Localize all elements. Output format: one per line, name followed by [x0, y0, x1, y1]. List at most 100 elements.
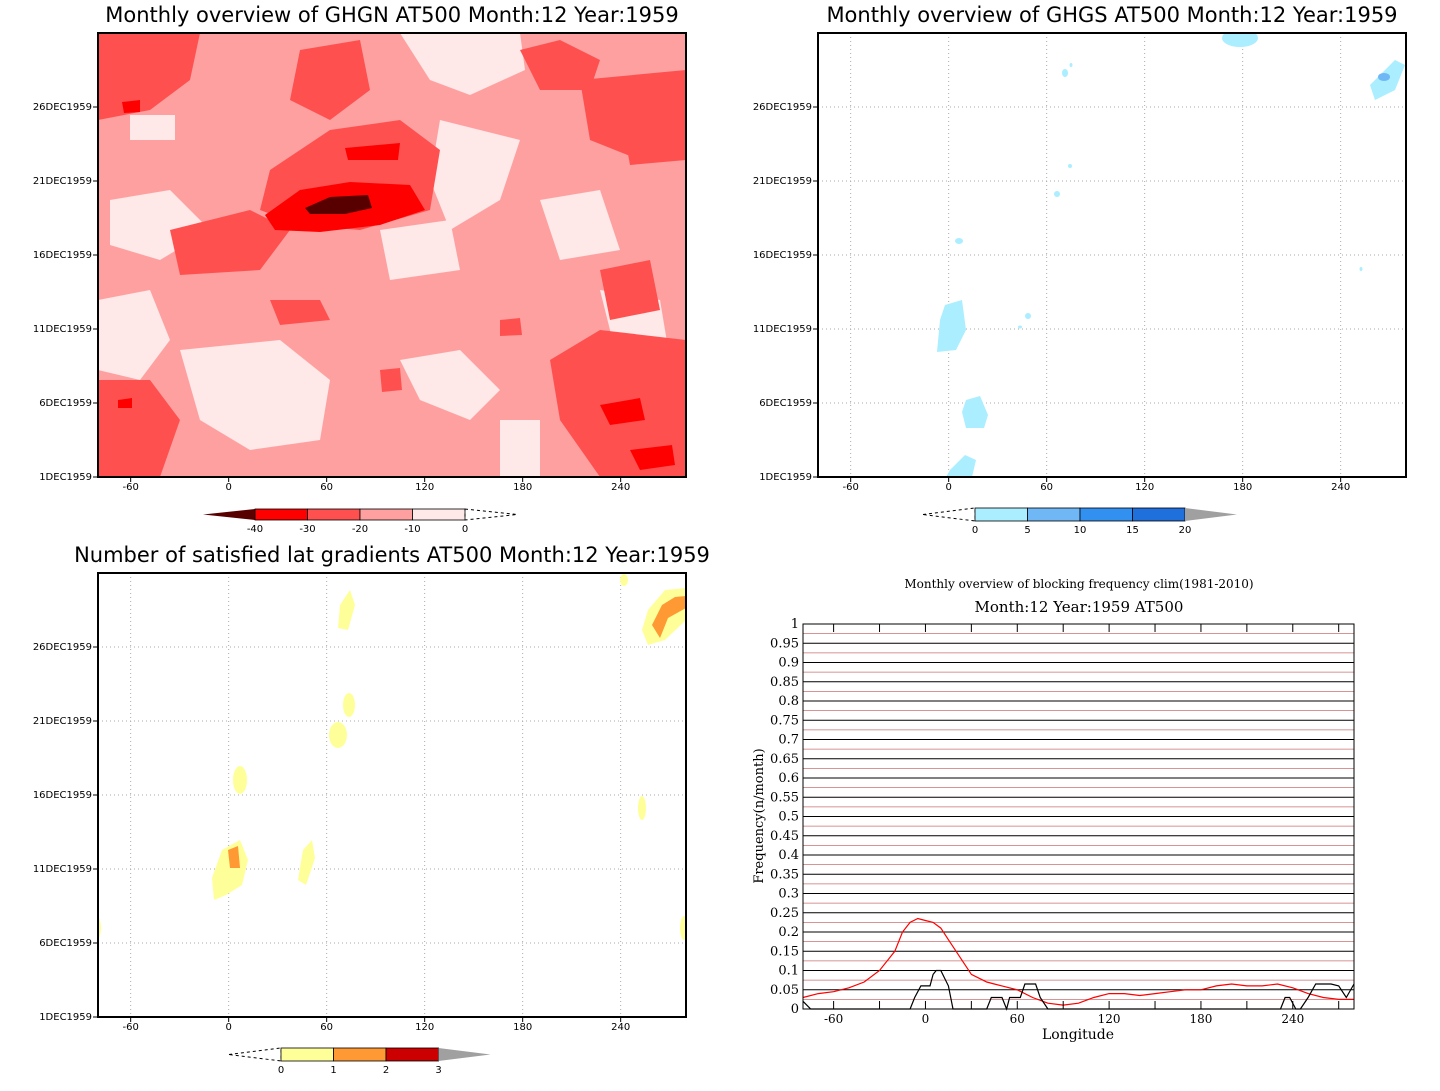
freq-climatology-line	[802, 917, 1354, 1006]
colorbar-segment	[1027, 507, 1081, 522]
freq-y-tick-label: 0.95	[770, 636, 799, 651]
ghgn-x-axis: -60 0 60 120 180 240	[122, 477, 630, 493]
freq-y-tick-label: 0.6	[778, 771, 799, 786]
panel-lat-gradients: Number of satisfied lat gradients AT500 …	[33, 543, 710, 1076]
lat-gradients-title: Number of satisfied lat gradients AT500 …	[74, 543, 710, 567]
ghgn-title: Monthly overview of GHGN AT500 Month:12 …	[105, 3, 678, 27]
y-tick-label: 16DEC1959	[33, 790, 92, 801]
freq-y-tick-label: 0.25	[770, 906, 799, 921]
colorbar-arrow-right	[438, 1048, 491, 1061]
x-tick-label: 180	[513, 482, 532, 493]
colorbar-label: 0	[972, 525, 978, 536]
freq-title: Monthly overview of blocking frequency c…	[904, 577, 1253, 591]
x-tick-label: 0	[225, 482, 231, 493]
freq-y-tick-label: 0.8	[778, 694, 799, 709]
x-tick-label: 60	[1040, 482, 1053, 493]
lat-gradients-colorbar: 0 1 2 3	[228, 1047, 491, 1076]
freq-y-tick-label: 0.15	[770, 944, 799, 959]
colorbar-arrow-right	[1185, 508, 1237, 521]
colorbar-arrow-left	[922, 507, 976, 522]
colorbar-label: -10	[404, 524, 420, 535]
freq-subtitle: Month:12 Year:1959 AT500	[975, 598, 1184, 616]
freq-x-tick-label: 120	[1098, 1012, 1121, 1026]
colorbar-arrow-left	[228, 1047, 282, 1062]
freq-x-axis: -60 0 60 120 180 240	[824, 624, 1340, 1026]
x-tick-label: 120	[415, 482, 434, 493]
freq-xlabel: Longitude	[1042, 1027, 1114, 1043]
y-tick-label: 26DEC1959	[33, 642, 92, 653]
freq-y-tick-label: 0.05	[770, 983, 799, 998]
freq-y-tick-label: 0.5	[778, 810, 799, 825]
colorbar-label: 5	[1024, 525, 1030, 536]
ghgs-title: Monthly overview of GHGS AT500 Month:12 …	[826, 3, 1397, 27]
x-tick-label: 240	[611, 1022, 630, 1033]
ghgs-contour-field	[937, 33, 1405, 477]
freq-y-tick-label: 0.2	[778, 925, 799, 940]
ghgn-colorbar: -40 -30 -20 -10 0	[203, 508, 518, 535]
x-tick-label: 0	[945, 482, 951, 493]
x-tick-label: 60	[320, 482, 333, 493]
freq-y-tick-label: 1	[791, 617, 799, 632]
colorbar-label: -20	[352, 524, 368, 535]
x-tick-label: 120	[1135, 482, 1154, 493]
lat-gradients-contour-field	[98, 574, 686, 940]
freq-y-tick-label: 0.3	[778, 887, 799, 902]
y-tick-label: 21DEC1959	[33, 716, 92, 727]
freq-x-tick-label: -60	[824, 1012, 843, 1026]
colorbar-segment	[1079, 507, 1133, 522]
x-tick-label: 240	[1331, 482, 1350, 493]
colorbar-label: 1	[330, 1065, 336, 1076]
freq-y-tick-label: 0.1	[778, 964, 799, 979]
colorbar-label: 3	[435, 1065, 441, 1076]
colorbar-label: 20	[1179, 525, 1192, 536]
freq-x-tick-label: 0	[922, 1012, 930, 1026]
colorbar-segment	[280, 1047, 334, 1062]
ghgs-x-axis: -60 0 60 120 180 240	[842, 477, 1350, 493]
ghgs-gridlines	[818, 33, 1406, 477]
freq-x-tick-label: 240	[1281, 1012, 1304, 1026]
x-tick-label: 180	[513, 1022, 532, 1033]
ghgn-darkest-region	[305, 195, 372, 214]
x-tick-label: 120	[415, 1022, 434, 1033]
colorbar-label: 2	[383, 1065, 389, 1076]
freq-gridlines	[803, 623, 1354, 1010]
panel-ghgs: Monthly overview of GHGS AT500 Month:12 …	[753, 3, 1407, 536]
y-tick-label: 1DEC1959	[39, 1012, 92, 1023]
y-tick-label: 1DEC1959	[39, 472, 92, 483]
panel-blocking-frequency: Monthly overview of blocking frequency c…	[752, 577, 1355, 1043]
freq-y-tick-label: 0.9	[778, 656, 799, 671]
x-tick-label: 0	[225, 1022, 231, 1033]
y-tick-label: 21DEC1959	[33, 176, 92, 187]
colorbar-segment	[307, 508, 361, 521]
freq-series-group	[802, 917, 1355, 1011]
freq-y-tick-label: 0.35	[770, 867, 799, 882]
lat-gradients-x-axis: -60 0 60 120 180 240	[122, 1017, 630, 1033]
x-tick-label: -60	[122, 1022, 138, 1033]
y-tick-label: 11DEC1959	[33, 324, 92, 335]
freq-x-tick-label: 180	[1189, 1012, 1212, 1026]
colorbar-label: 10	[1074, 525, 1087, 536]
y-tick-label: 11DEC1959	[33, 864, 92, 875]
colorbar-arrow-left	[203, 509, 255, 520]
freq-y-tick-label: 0.65	[770, 752, 799, 767]
panel-ghgn: Monthly overview of GHGN AT500 Month:12 …	[33, 3, 687, 535]
y-tick-label: 6DEC1959	[39, 938, 92, 949]
freq-y-tick-label: 0.4	[778, 848, 799, 863]
colorbar-label: 0	[462, 524, 468, 535]
freq-observed-line	[802, 969, 1355, 1011]
colorbar-label: -40	[247, 524, 263, 535]
colorbar-segment	[412, 508, 466, 521]
colorbar-segment	[359, 508, 413, 521]
x-tick-label: -60	[122, 482, 138, 493]
y-tick-label: 16DEC1959	[753, 250, 812, 261]
ghgs-colorbar: 0 5 10 15 20	[922, 507, 1237, 536]
freq-y-tick-label: 0.7	[778, 733, 799, 748]
colorbar-segment	[254, 508, 308, 521]
lat-gradients-y-axis: 1DEC1959 6DEC1959 11DEC1959 16DEC1959 21DEC1…	[33, 642, 98, 1023]
freq-ylabel: Frequency(n/month)	[752, 748, 767, 883]
freq-y-tick-label: 0.45	[770, 829, 799, 844]
colorbar-label: -30	[299, 524, 315, 535]
colorbar-arrow-right	[464, 508, 518, 521]
ghgn-y-axis: 1DEC1959 6DEC1959 11DEC1959 16DEC1959 21DEC1…	[33, 102, 98, 483]
